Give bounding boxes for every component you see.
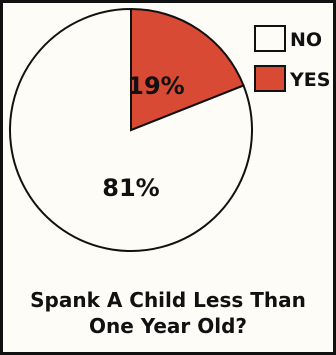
legend-swatch-no [254, 25, 286, 52]
legend-swatch-yes [254, 65, 286, 92]
legend-item-no: NO [254, 25, 322, 52]
chart-title-line-1: Spank A Child Less Than [30, 288, 306, 312]
chart-title: Spank A Child Less Than One Year Old? [3, 287, 333, 339]
legend-item-yes: YES [254, 65, 330, 92]
legend-label-no: NO [290, 29, 322, 51]
chart-title-line-2: One Year Old? [88, 314, 248, 338]
slice-labels: 81% 19% [102, 72, 184, 202]
slice-label-yes: 19% [127, 72, 184, 100]
pie-chart: 81% 19% NO YES [9, 7, 330, 252]
pie-slice-yes [130, 7, 245, 132]
slice-label-no: 81% [102, 174, 159, 202]
pie-slices [9, 7, 253, 252]
legend: NO YES [254, 25, 330, 92]
legend-label-yes: YES [289, 69, 330, 91]
